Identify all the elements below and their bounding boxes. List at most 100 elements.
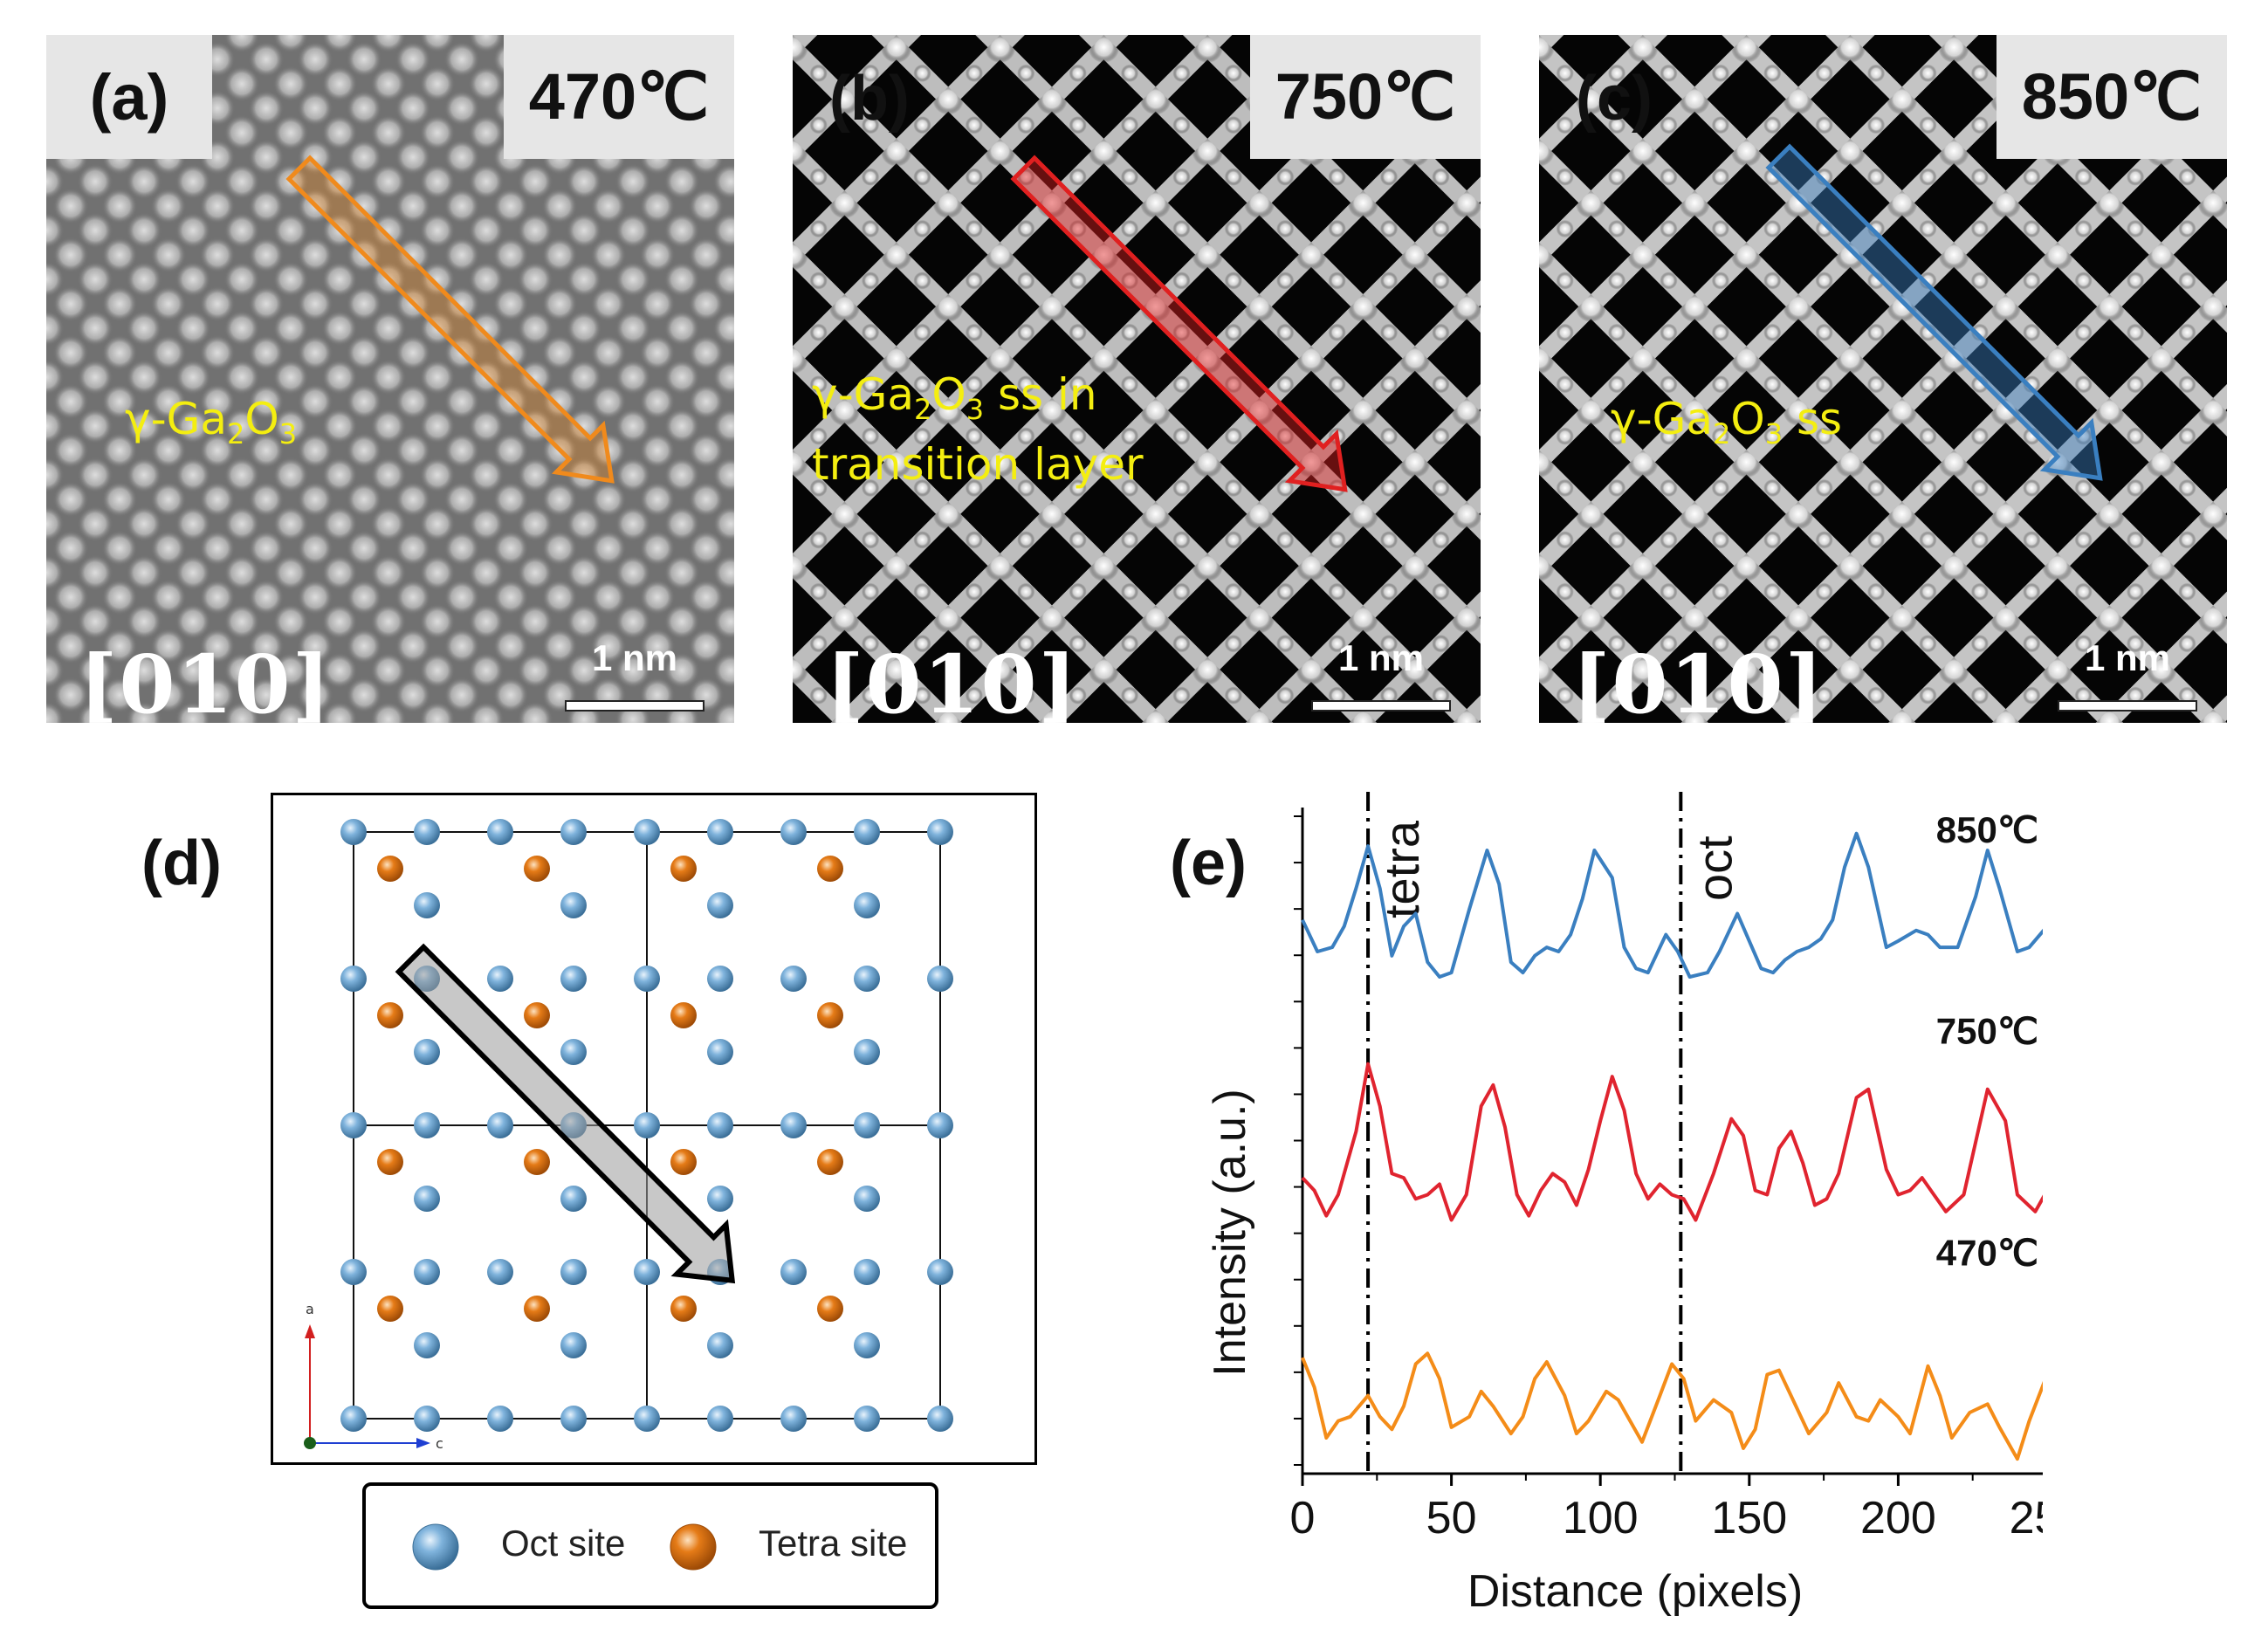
- oct-site-atom: [707, 966, 733, 992]
- oct-site-atom: [560, 1332, 587, 1358]
- oct-site-atom: [854, 1186, 880, 1212]
- axis-c-label: c: [436, 1435, 443, 1452]
- stem-panel-850: 850℃ (c) γ-Ga2O3 ss [010] 1 nm: [1539, 35, 2227, 723]
- scale-bar: [2058, 700, 2197, 712]
- tetra-site-atom: [377, 1296, 403, 1322]
- oct-site-atom: [340, 1112, 367, 1138]
- oct-site-atom: [927, 1406, 953, 1432]
- oct-site-atom: [854, 966, 880, 992]
- oct-site-atom: [634, 1259, 660, 1285]
- x-tick-label: 50: [1426, 1493, 1477, 1543]
- oct-site-atom: [854, 1332, 880, 1358]
- oct-site-atom: [707, 819, 733, 845]
- oct-site-atom: [854, 1112, 880, 1138]
- oct-site-atom: [487, 1112, 513, 1138]
- x-tick-label: 150: [1711, 1493, 1787, 1543]
- crystal-structure-diagram: a c: [304, 819, 953, 1452]
- oct-site-atom: [560, 966, 587, 992]
- oct-site-atom: [927, 1112, 953, 1138]
- x-tick-label: 250: [2010, 1493, 2043, 1543]
- oct-site-atom: [634, 1406, 660, 1432]
- tetra-site-atom: [817, 1002, 843, 1028]
- tetra-site-atom: [377, 856, 403, 882]
- oct-site-atom: [340, 819, 367, 845]
- zone-axis: [010]: [79, 637, 333, 723]
- oct-site-atom: [780, 819, 807, 845]
- x-tick-label: 100: [1563, 1493, 1639, 1543]
- oct-site-atom: [487, 1259, 513, 1285]
- tetra-site-atom: [524, 856, 550, 882]
- zone-axis: [010]: [1572, 637, 1825, 723]
- stem-panel-750: 750℃ (b) γ-Ga2O3 ss in transition layer …: [793, 35, 1481, 723]
- oct-site-atom: [414, 1259, 440, 1285]
- scale-bar: [1311, 700, 1451, 712]
- oct-site-atom: [487, 966, 513, 992]
- oct-site-atom: [560, 1259, 587, 1285]
- tetra-site-atom: [524, 1296, 550, 1322]
- scale-label: 1 nm: [591, 637, 678, 678]
- oct-site-atom: [487, 1406, 513, 1432]
- oct-site-atom: [780, 1259, 807, 1285]
- tetra-site-atom: [524, 1149, 550, 1175]
- oct-site-atom: [560, 1186, 587, 1212]
- series-label: 750℃: [1936, 1010, 2038, 1051]
- oct-site-atom: [854, 1259, 880, 1285]
- oct-site-atom: [414, 1406, 440, 1432]
- tetra-site-atom: [670, 1149, 697, 1175]
- oct-site-atom: [780, 966, 807, 992]
- oct-site-atom: [927, 966, 953, 992]
- oct-site-atom: [414, 1186, 440, 1212]
- oct-site-atom: [927, 1259, 953, 1285]
- direction-arrow: [395, 943, 736, 1284]
- oct-site-atom: [927, 819, 953, 845]
- oct-site-atom: [634, 819, 660, 845]
- oct-site-marker: [412, 1523, 459, 1571]
- oct-site-atom: [854, 892, 880, 918]
- phase-label: γ-Ga2O3 ss: [1611, 394, 1843, 450]
- oct-site-atom: [560, 892, 587, 918]
- oct-site-atom: [340, 966, 367, 992]
- oct-site-atom: [414, 1112, 440, 1138]
- series-label: 470℃: [1936, 1233, 2038, 1274]
- tetra-site-atom: [817, 856, 843, 882]
- tetra-site-atom: [377, 1002, 403, 1028]
- tetra-site-atom: [670, 856, 697, 882]
- tetra-site-atom: [377, 1149, 403, 1175]
- panel-label: (a): [46, 35, 212, 159]
- crystal-structure-panel: a c: [271, 793, 1037, 1465]
- temperature-label: 850℃: [1997, 35, 2227, 159]
- oct-site-atom: [560, 1406, 587, 1432]
- oct-site-atom: [707, 1186, 733, 1212]
- oct-site-atom: [854, 1039, 880, 1065]
- series-label: 850℃: [1936, 809, 2038, 850]
- temperature-label: 750℃: [1250, 35, 1481, 159]
- direction-arrow: [1765, 143, 2103, 481]
- phase-label-line2: transition layer: [812, 439, 1144, 490]
- oct-site-label: Oct site: [501, 1523, 626, 1564]
- atom-layer: [340, 819, 953, 1432]
- oct-site-atom: [560, 1039, 587, 1065]
- tetra-site-marker: [670, 1523, 717, 1571]
- tetra-site-atom: [817, 1149, 843, 1175]
- x-tick-label: 0: [1290, 1493, 1316, 1543]
- oct-site-atom: [780, 1112, 807, 1138]
- panel-label: (e): [1170, 828, 1247, 898]
- series-line: [1301, 831, 2043, 979]
- oct-site-atom: [414, 819, 440, 845]
- axis-indicator: a c: [304, 1301, 443, 1452]
- oct-site-atom: [854, 1406, 880, 1432]
- site-legend: Oct site Tetra site: [362, 1482, 938, 1609]
- oct-site-atom: [414, 1039, 440, 1065]
- tetra-site-label: Tetra site: [759, 1523, 908, 1564]
- tetra-site-atom: [670, 1002, 697, 1028]
- stem-panel-470: (a) 470℃ γ-Ga2O3 [010] 1 nm: [46, 35, 734, 723]
- temperature-label: 470℃: [504, 35, 734, 159]
- panel-label: (d): [141, 828, 222, 898]
- phase-label: γ-Ga2O3: [125, 394, 298, 450]
- oct-site-atom: [340, 1406, 367, 1432]
- oct-site-atom: [340, 1259, 367, 1285]
- direction-arrow: [1010, 155, 1348, 492]
- y-axis-label: Intensity (a.u.): [1205, 1089, 1255, 1376]
- phase-label: γ-Ga2O3 ss in: [812, 369, 1097, 426]
